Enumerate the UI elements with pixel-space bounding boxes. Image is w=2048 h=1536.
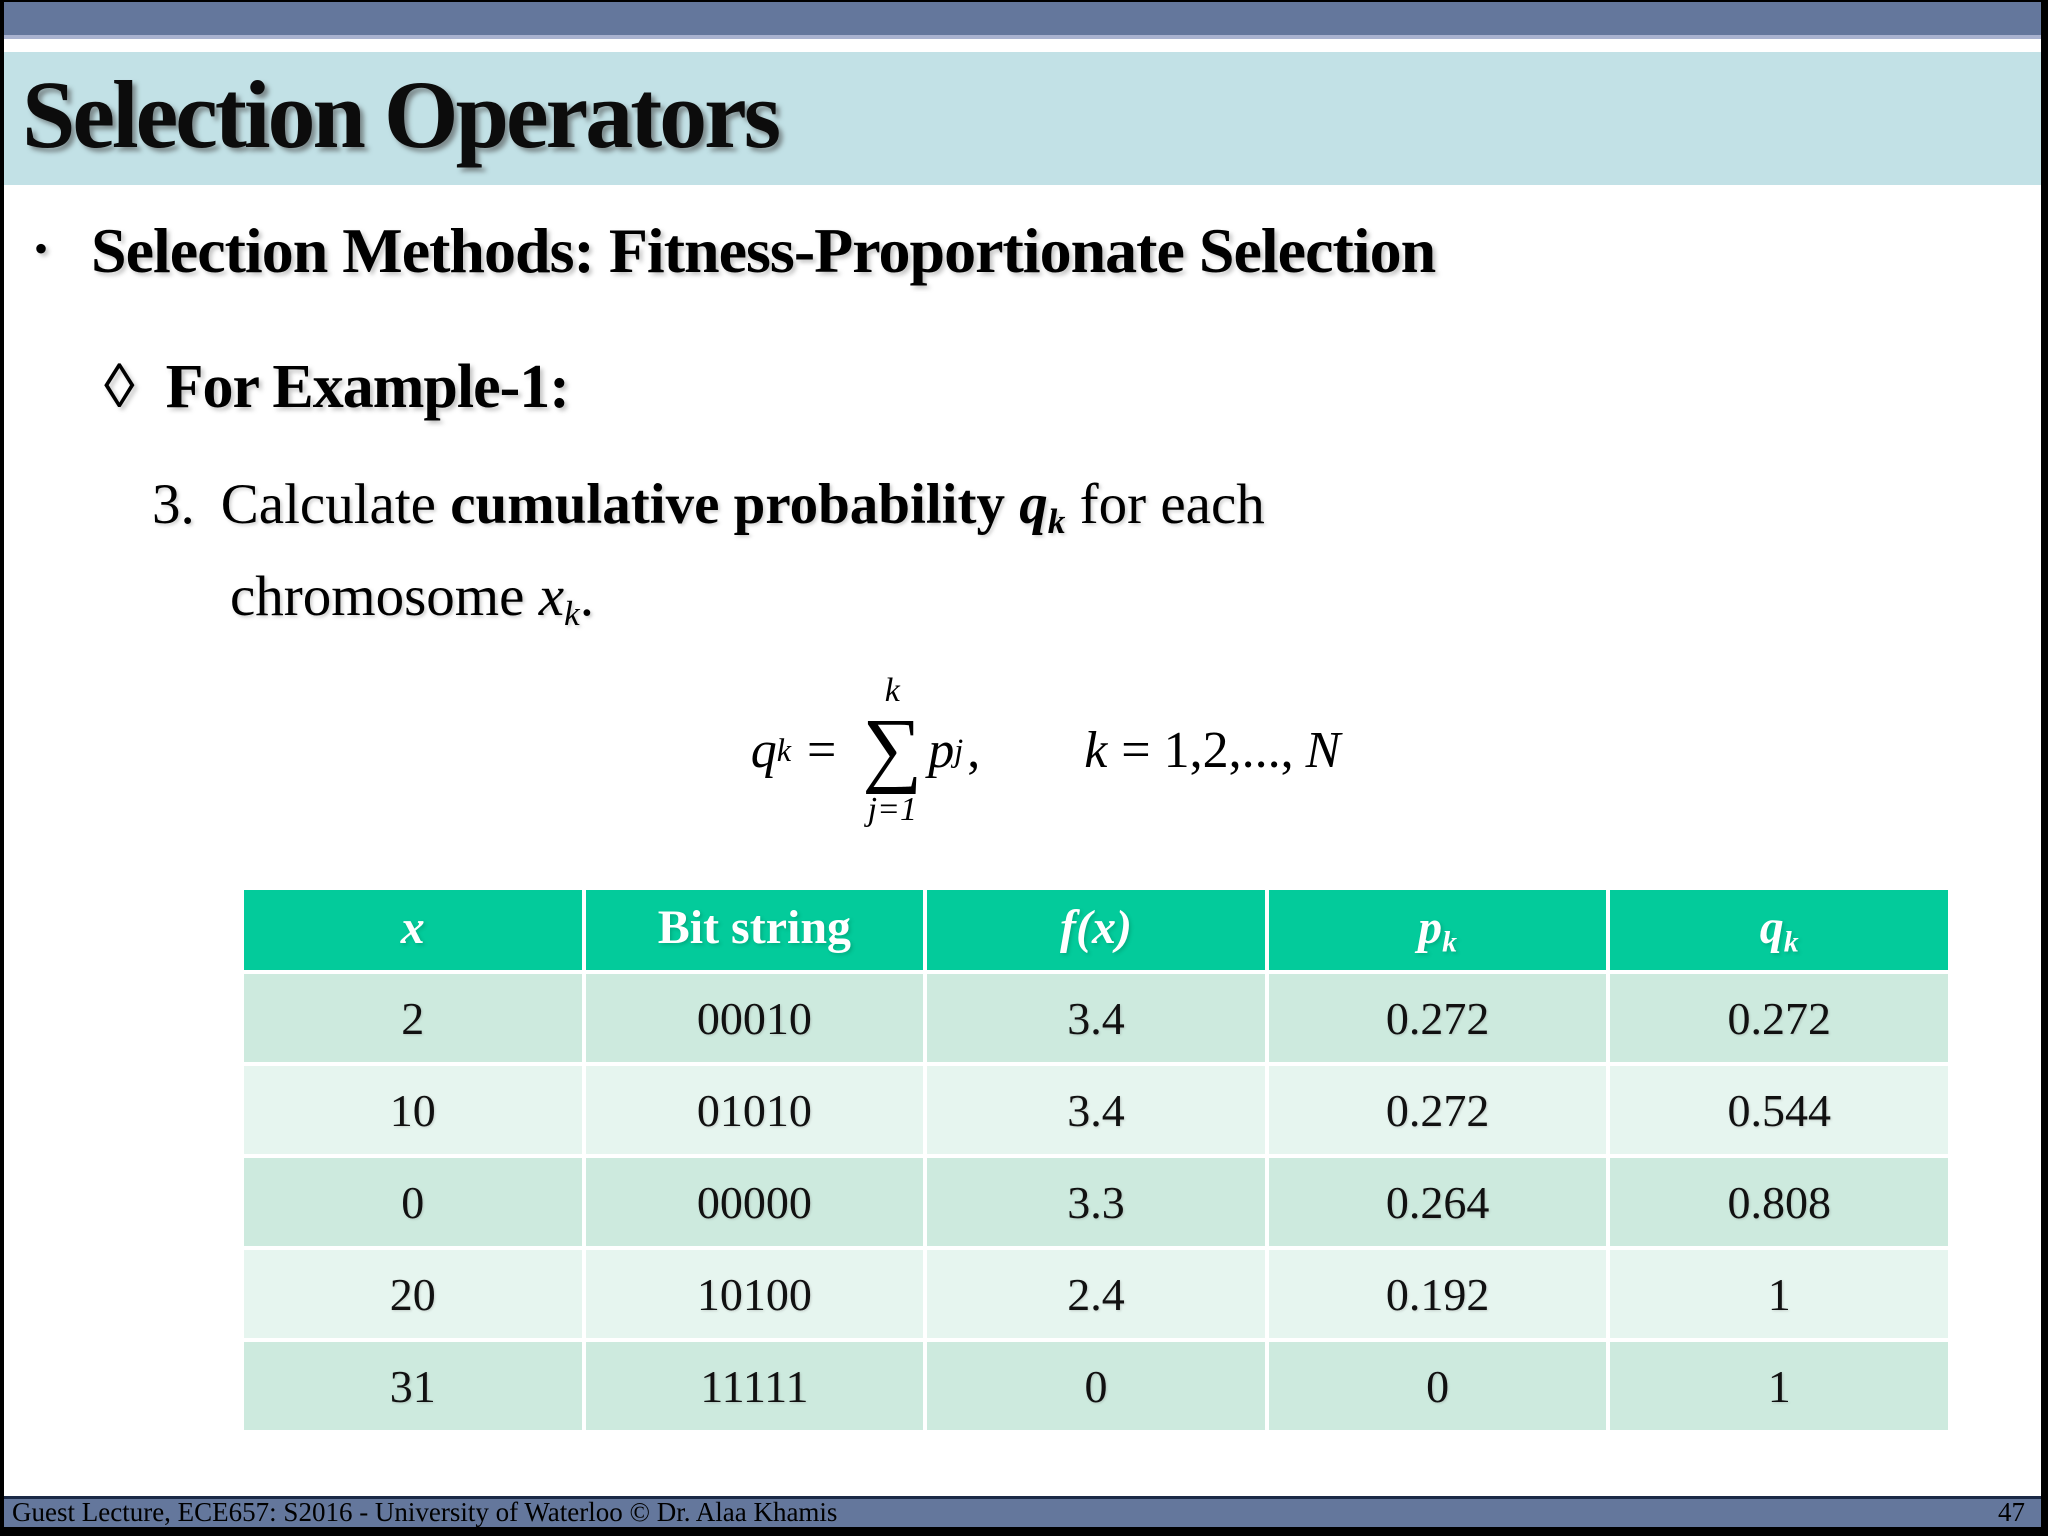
summation-lower-limit: j=1 — [867, 791, 917, 829]
step-bold-var: q — [1019, 473, 1048, 536]
header-label: Bit string — [657, 901, 852, 955]
table-cell: 10100 — [585, 1250, 924, 1338]
step-line2-var: x — [538, 565, 564, 628]
column-header-qk: qk — [1610, 890, 1948, 970]
table-header: x Bit string f(x) pk qk — [244, 890, 1948, 970]
table-cell: 2.4 — [927, 1250, 1265, 1338]
footer-text: Guest Lecture, ECE657: S2016 - Universit… — [12, 1496, 838, 1527]
column-header-pk: pk — [1268, 890, 1607, 970]
table-cell: 10 — [244, 1066, 582, 1154]
top-bar — [4, 2, 2041, 39]
formula-term-var: p — [928, 722, 955, 780]
table-cell: 0.272 — [1268, 974, 1607, 1062]
bullet-heading: • Selection Methods: Fitness-Proportionat… — [34, 214, 2021, 288]
table-cell: 0.272 — [1268, 1066, 1607, 1154]
table-cell: 3.3 — [927, 1158, 1265, 1246]
header-label: x — [400, 901, 425, 955]
step-line2-text: chromosome — [230, 565, 539, 628]
step-text-line-1: 3. Calculate cumulative probability qk fo… — [152, 472, 1265, 542]
slide: Selection Operators • Selection Methods: … — [4, 2, 2041, 1527]
header-sub: k — [1783, 925, 1799, 959]
table-row: 10 01010 3.4 0.272 0.544 — [244, 1066, 1948, 1154]
formula-term-sub: j — [954, 732, 964, 769]
header-label: p — [1418, 901, 1443, 955]
table-cell: 0 — [244, 1158, 582, 1246]
summation-upper-limit: k — [884, 672, 900, 709]
formula-equals: = — [807, 722, 837, 780]
table-cell: 0.192 — [1268, 1250, 1607, 1338]
step-text-post: for each — [1065, 473, 1265, 536]
table-row: 20 10100 2.4 0.192 1 — [244, 1250, 1948, 1338]
diamond-bullet-icon: ◊ — [104, 353, 135, 421]
column-header-bit-string: Bit string — [585, 890, 924, 970]
header-label: f(x) — [1060, 901, 1132, 955]
page-number: 47 — [1998, 1496, 2025, 1527]
table-cell: 0 — [927, 1342, 1265, 1430]
formula-cond-var: k — [1084, 722, 1108, 780]
page-title: Selection Operators — [22, 60, 781, 168]
table-cell: 11111 — [585, 1342, 924, 1430]
sub-bullet-text: For Example-1: — [165, 353, 570, 421]
step-line2-var-sub: k — [564, 593, 580, 633]
step-bold-var-sub: k — [1047, 501, 1066, 541]
step-bold-text: cumulative probability — [450, 473, 1020, 536]
table-row: 31 11111 0 0 1 — [244, 1342, 1948, 1430]
table-cell: 01010 — [585, 1066, 924, 1154]
header-sub: k — [1442, 925, 1458, 959]
table-cell: 3.4 — [927, 1066, 1265, 1154]
formula-lhs-var: q — [750, 722, 777, 780]
sub-bullet-heading: ◊ For Example-1: — [104, 352, 570, 423]
table-cell: 1 — [1610, 1250, 1948, 1338]
footer-bar: Guest Lecture, ECE657: S2016 - Universit… — [4, 1496, 2041, 1527]
selection-probability-table: x Bit string f(x) pk qk 2 00010 3.4 0.27… — [240, 886, 1952, 1434]
table-cell: 31 — [244, 1342, 582, 1430]
step-number: 3. — [152, 473, 195, 536]
table-row: 0 00000 3.3 0.264 0.808 — [244, 1158, 1948, 1246]
step-text-line-2: chromosome xk. — [230, 564, 594, 634]
table-cell: 1 — [1610, 1342, 1948, 1430]
table-cell: 20 — [244, 1250, 582, 1338]
formula-condition: k = 1,2,..., N — [1084, 721, 1340, 780]
bullet-text: Selection Methods: Fitness-Proportionate… — [91, 215, 1436, 286]
table-cell: 2 — [244, 974, 582, 1062]
column-header-fx: f(x) — [927, 890, 1265, 970]
formula-comma: , — [967, 722, 981, 780]
table-cell: 0.544 — [1610, 1066, 1948, 1154]
title-band: Selection Operators — [4, 52, 2041, 185]
table-cell: 00000 — [585, 1158, 924, 1246]
formula-cond-mid: = 1,2,..., — [1121, 722, 1294, 780]
header-label: q — [1759, 901, 1784, 955]
bullet-icon: • — [34, 226, 48, 271]
table-cell: 3.4 — [927, 974, 1265, 1062]
summation: k ∑ j=1 — [862, 674, 922, 827]
table-row: 2 00010 3.4 0.272 0.272 — [244, 974, 1948, 1062]
table-cell: 0 — [1268, 1342, 1607, 1430]
column-header-x: x — [244, 890, 582, 970]
table-cell: 0.264 — [1268, 1158, 1607, 1246]
step-text: Calculate — [220, 473, 451, 536]
formula-lhs-sub: k — [776, 732, 791, 769]
summation-icon: ∑ — [862, 702, 923, 795]
formula-cond-end: N — [1305, 722, 1341, 780]
table-cell: 0.272 — [1610, 974, 1948, 1062]
table-header-row: x Bit string f(x) pk qk — [244, 890, 1948, 970]
step-line2-period: . — [579, 565, 594, 628]
table-cell: 00010 — [585, 974, 924, 1062]
table-body: 2 00010 3.4 0.272 0.272 10 01010 3.4 0.2… — [244, 974, 1948, 1430]
table-cell: 0.808 — [1610, 1158, 1948, 1246]
